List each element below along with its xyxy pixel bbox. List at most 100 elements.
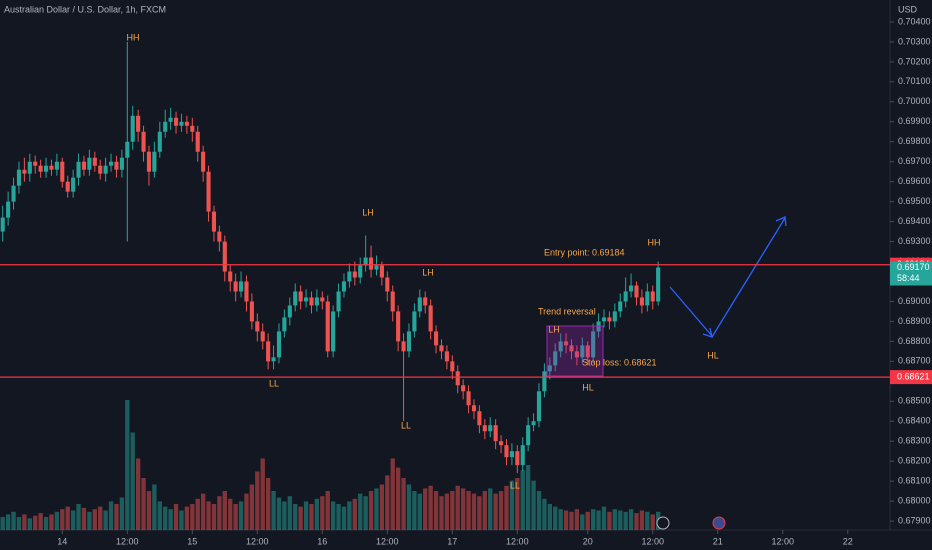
volume-bar xyxy=(33,515,38,530)
volume-bar xyxy=(163,506,168,530)
candle-body xyxy=(536,391,542,422)
volume-bar xyxy=(70,510,76,530)
volume-bar xyxy=(103,510,108,530)
volume-bar xyxy=(531,480,536,530)
y-tick-label: 0.69800 xyxy=(898,136,931,146)
candle-body xyxy=(504,445,509,458)
projection-arrow-up xyxy=(711,217,786,338)
y-tick-label: 0.69900 xyxy=(898,116,931,126)
candle-body xyxy=(574,351,579,358)
candle-body xyxy=(482,425,487,432)
chart-title: Australian Dollar / U.S. Dollar, 1h, FXC… xyxy=(4,4,166,14)
candle-body xyxy=(542,371,547,392)
y-tick-label: 0.70400 xyxy=(898,16,931,26)
volume-bar xyxy=(22,514,27,530)
candle-body xyxy=(309,297,314,306)
candle-body xyxy=(325,301,330,352)
x-tick-label: 12:00 xyxy=(506,536,529,546)
candle-body xyxy=(141,131,146,152)
candle-body xyxy=(618,301,623,312)
candle-body xyxy=(195,131,200,152)
candle-body xyxy=(157,131,162,152)
candle-body xyxy=(385,277,390,292)
volume-bar xyxy=(639,510,645,530)
candle-body xyxy=(228,271,233,282)
volume-bar xyxy=(520,470,525,530)
candle-body xyxy=(0,217,5,232)
annotation: HH xyxy=(127,32,140,42)
volume-bar xyxy=(200,493,206,530)
annotation: Stop loss: 0.68621 xyxy=(582,357,657,367)
candle-body xyxy=(477,411,482,426)
y-tick-label: 0.68900 xyxy=(898,316,931,326)
volume-bar xyxy=(60,509,65,530)
event-icon[interactable] xyxy=(656,516,670,530)
x-tick-label: 12:00 xyxy=(641,536,664,546)
volume-bar xyxy=(482,491,487,530)
candle-body xyxy=(547,365,552,372)
volume-bar xyxy=(141,478,146,530)
volume-bar xyxy=(320,496,325,530)
volume-bar xyxy=(325,491,330,530)
volume-bar xyxy=(222,491,227,530)
volume-bar xyxy=(276,497,282,530)
candle-body xyxy=(130,115,135,142)
volume-bar xyxy=(98,506,103,530)
candle-body xyxy=(98,165,103,174)
candle-body xyxy=(439,345,444,352)
candle-body xyxy=(623,291,628,302)
candle-body xyxy=(629,285,634,292)
candle-body xyxy=(374,265,379,270)
annotation: Entry point: 0.69184 xyxy=(544,247,625,257)
x-tick-label: 20 xyxy=(583,536,593,546)
flag-icon[interactable] xyxy=(712,516,726,530)
volume-bar xyxy=(309,504,314,530)
candle-body xyxy=(33,161,38,166)
candle-body xyxy=(488,425,493,432)
volume-bar xyxy=(255,471,260,530)
candle-body xyxy=(569,345,574,352)
candle-body xyxy=(11,185,16,202)
candle-body xyxy=(222,241,227,272)
volume-bar xyxy=(634,513,639,530)
y-tick-label: 0.69000 xyxy=(898,296,931,306)
volume-bar xyxy=(125,400,130,530)
volume-bar xyxy=(244,493,249,530)
candle-body xyxy=(260,331,265,342)
candle-body xyxy=(136,115,141,132)
volume-bar xyxy=(363,496,368,530)
volume-bar xyxy=(439,496,444,530)
volume-bar xyxy=(43,517,49,530)
candle-body xyxy=(471,405,477,412)
candle-body xyxy=(531,421,536,426)
candle-body xyxy=(314,297,319,306)
volume-bar xyxy=(477,496,482,530)
volume-bar xyxy=(238,501,244,530)
volume-bar xyxy=(233,504,238,530)
candle-body xyxy=(92,157,97,166)
candle-body xyxy=(152,151,157,172)
candle-body xyxy=(276,331,282,358)
candle-body xyxy=(146,151,152,172)
volume-bar xyxy=(563,510,569,530)
volume-bar xyxy=(406,484,412,530)
volume-bar xyxy=(466,491,471,530)
volume-bar xyxy=(249,484,255,530)
y-tick-label: 0.70000 xyxy=(898,96,931,106)
volume-bar xyxy=(49,514,54,530)
y-tick-label: 0.69400 xyxy=(898,216,931,226)
candle-body xyxy=(444,351,449,362)
y-tick-label: 0.68100 xyxy=(898,476,931,486)
candle-body xyxy=(656,267,661,302)
candle-body xyxy=(369,257,374,270)
volume-bar xyxy=(130,432,135,530)
volume-bar xyxy=(303,501,309,530)
x-tick-label: 22 xyxy=(843,536,853,546)
candle-body xyxy=(509,451,514,458)
annotation: HH xyxy=(648,237,661,247)
volume-bar xyxy=(498,491,504,530)
candle-body xyxy=(639,297,644,306)
x-tick-label: 12:00 xyxy=(376,536,399,546)
candle-body xyxy=(87,157,92,170)
